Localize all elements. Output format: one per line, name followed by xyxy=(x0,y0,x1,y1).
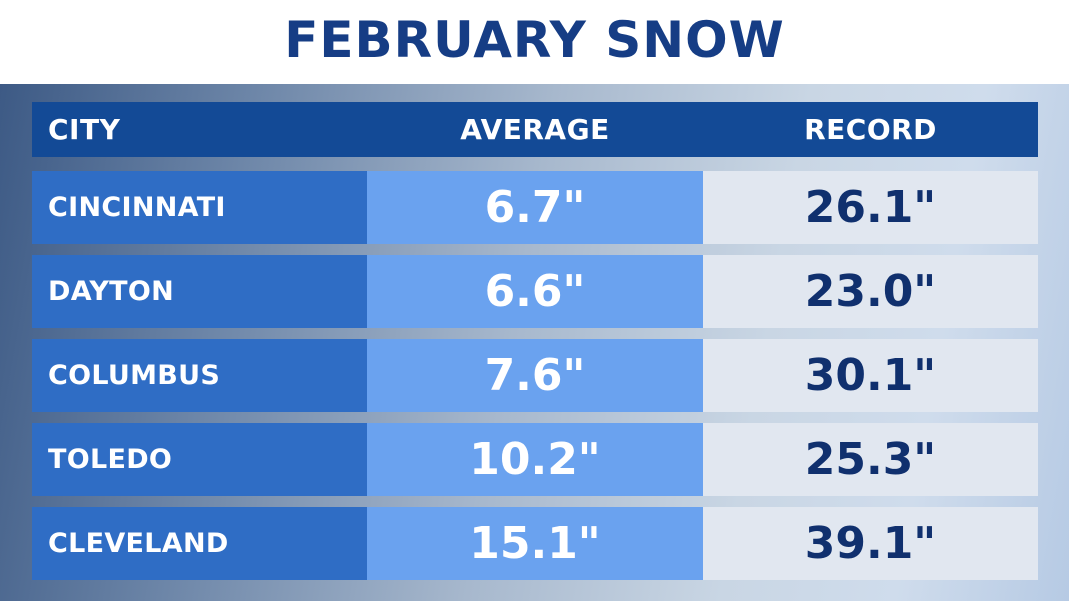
table-row: CLEVELAND 15.1" 39.1" xyxy=(32,507,1038,580)
city-cell: DAYTON xyxy=(32,255,367,328)
column-header-city: CITY xyxy=(48,113,121,146)
record-cell: 25.3" xyxy=(703,423,1038,496)
city-cell: CLEVELAND xyxy=(32,507,367,580)
average-cell: 10.2" xyxy=(367,423,703,496)
record-cell: 23.0" xyxy=(703,255,1038,328)
chart-title: FEBRUARY SNOW xyxy=(284,11,785,69)
record-cell: 39.1" xyxy=(703,507,1038,580)
table-row: COLUMBUS 7.6" 30.1" xyxy=(32,339,1038,412)
column-header-average: AVERAGE xyxy=(460,113,610,146)
table-row: CINCINNATI 6.7" 26.1" xyxy=(32,171,1038,244)
average-cell: 15.1" xyxy=(367,507,703,580)
column-header-record: RECORD xyxy=(804,113,937,146)
table-row: TOLEDO 10.2" 25.3" xyxy=(32,423,1038,496)
city-cell: TOLEDO xyxy=(32,423,367,496)
record-cell: 26.1" xyxy=(703,171,1038,244)
average-cell: 6.7" xyxy=(367,171,703,244)
city-cell: COLUMBUS xyxy=(32,339,367,412)
record-cell: 30.1" xyxy=(703,339,1038,412)
average-cell: 7.6" xyxy=(367,339,703,412)
average-cell: 6.6" xyxy=(367,255,703,328)
table-row: DAYTON 6.6" 23.0" xyxy=(32,255,1038,328)
city-cell: CINCINNATI xyxy=(32,171,367,244)
table-header-row: CITY AVERAGE RECORD xyxy=(32,102,1038,157)
title-bar: FEBRUARY SNOW xyxy=(0,0,1069,84)
